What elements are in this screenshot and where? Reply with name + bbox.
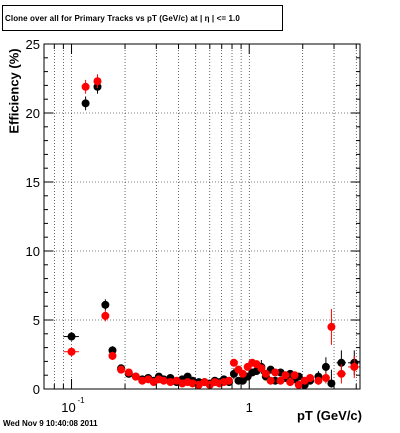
x-tick-label: 10 (61, 400, 75, 415)
point-marker (225, 376, 234, 385)
point-marker (337, 358, 346, 367)
data-points (63, 74, 360, 389)
point-marker (124, 368, 133, 377)
data-point (131, 372, 140, 381)
data-point (159, 376, 168, 385)
chart-title-box: Clone over all for Primary Tracks vs pT … (2, 5, 283, 31)
data-point (93, 74, 102, 89)
point-marker (337, 369, 346, 378)
data-point (81, 96, 90, 111)
point-marker (286, 378, 295, 387)
point-marker (81, 82, 90, 91)
point-marker (281, 371, 290, 380)
data-point (336, 364, 346, 384)
grid-lines (43, 44, 360, 389)
point-marker (276, 376, 285, 385)
data-point (286, 378, 295, 387)
point-marker (321, 362, 330, 371)
data-point (124, 368, 133, 377)
y-tick-label: 5 (33, 313, 40, 328)
data-point (327, 369, 336, 388)
point-marker (257, 364, 266, 373)
data-point (229, 358, 238, 367)
point-marker (117, 365, 126, 374)
y-axis-label: Efficiency (%) (6, 48, 22, 134)
data-point (266, 376, 275, 385)
data-point (271, 368, 280, 377)
y-tick-label: 15 (26, 175, 40, 190)
point-marker (108, 351, 117, 360)
point-marker (271, 368, 280, 377)
data-point (321, 372, 330, 384)
data-point (63, 347, 79, 356)
chart-title: Clone over all for Primary Tracks vs pT … (5, 13, 240, 23)
point-marker (101, 300, 110, 309)
data-point (108, 351, 117, 361)
point-marker (67, 332, 76, 341)
y-tick-label: 0 (33, 382, 40, 397)
data-point (281, 371, 290, 380)
point-marker (108, 346, 117, 355)
point-marker (67, 347, 76, 356)
data-point (101, 299, 110, 311)
point-marker (261, 369, 270, 378)
data-point (81, 79, 90, 94)
point-marker (327, 322, 336, 331)
point-marker (327, 379, 336, 388)
timestamp: Wed Nov 9 10:40:08 2011 (3, 419, 98, 428)
x-tick-label-exponent: -1 (78, 396, 86, 405)
data-point (166, 378, 175, 387)
x-axis-label: pT (GeV/c) (296, 408, 362, 423)
data-point (327, 308, 336, 345)
point-marker (81, 99, 90, 108)
point-marker (166, 378, 175, 387)
data-point (261, 369, 270, 378)
point-marker (294, 380, 303, 389)
point-marker (306, 373, 315, 382)
data-point (306, 373, 315, 382)
data-point (276, 376, 285, 385)
x-tick-label: 1 (246, 400, 253, 415)
point-marker (188, 379, 197, 388)
data-point (257, 364, 266, 373)
data-point (348, 355, 360, 378)
point-marker (314, 376, 323, 385)
point-marker (131, 372, 140, 381)
data-point (290, 371, 299, 380)
data-point (101, 310, 110, 322)
point-marker (101, 311, 110, 320)
data-point (238, 369, 247, 378)
point-marker (350, 362, 359, 371)
point-marker (321, 373, 330, 382)
data-point (225, 376, 234, 385)
point-marker (229, 358, 238, 367)
data-point (294, 380, 303, 389)
plot-frame (43, 43, 361, 390)
y-tick-label: 25 (26, 37, 40, 52)
data-point (117, 365, 126, 374)
data-point (63, 332, 79, 341)
data-point (188, 379, 197, 388)
point-marker (290, 371, 299, 380)
y-tick-label: 20 (26, 106, 40, 121)
y-tick-label: 10 (26, 244, 40, 259)
data-point (314, 376, 323, 385)
point-marker (238, 369, 247, 378)
point-marker (266, 376, 275, 385)
point-marker (159, 376, 168, 385)
point-marker (93, 77, 102, 86)
